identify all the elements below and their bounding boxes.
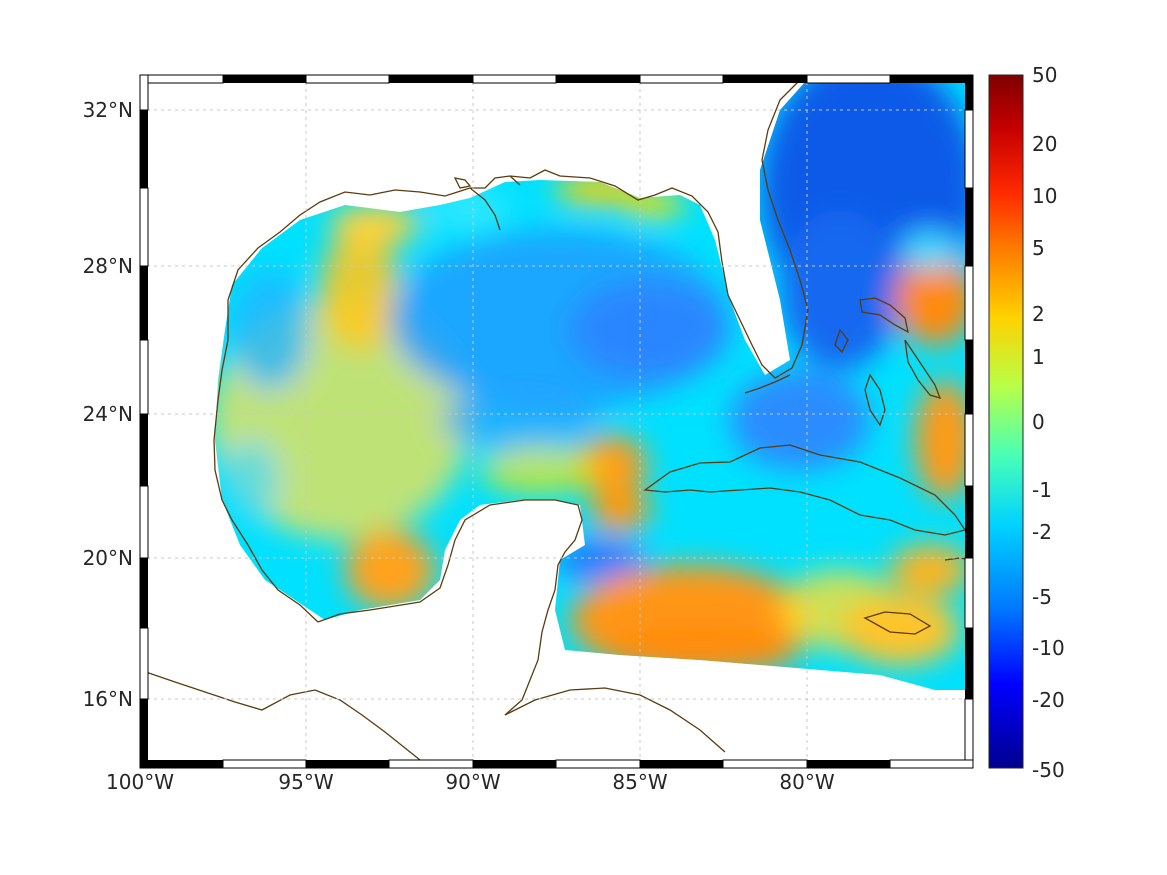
colorbar-tick-label: 1	[1032, 345, 1045, 369]
lat-tick: 24°N	[83, 402, 133, 426]
graticule	[140, 75, 973, 768]
colorbar-tick-label: 50	[1032, 63, 1057, 87]
colorbar-tick-label: 2	[1032, 302, 1045, 326]
yucatan-coastline	[317, 499, 583, 716]
sea-level-field	[215, 82, 965, 690]
lon-tick: 90°W	[445, 770, 500, 794]
cuba-coastline	[643, 444, 967, 536]
lon-tick: 100°W	[106, 770, 174, 794]
lon-tick: 80°W	[779, 770, 834, 794]
lon-tick: 95°W	[278, 770, 333, 794]
colorbar-tick-label: -50	[1032, 758, 1065, 782]
lat-tick-labels: 32°N 28°N 24°N 20°N 16°N	[83, 98, 133, 711]
lat-tick: 20°N	[83, 546, 133, 570]
colorbar-tick-label: -5	[1032, 585, 1052, 609]
colorbar-gradient	[988, 74, 1024, 769]
colorbar-tick-label: -10	[1032, 636, 1065, 660]
lon-tick: 85°W	[612, 770, 667, 794]
colorbar-tick-label: -1	[1032, 478, 1052, 502]
lat-tick: 16°N	[83, 687, 133, 711]
colorbar-tick-label: -2	[1032, 520, 1052, 544]
map-frame	[139, 74, 974, 769]
lon-tick-labels: 100°W 95°W 90°W 85°W 80°W	[106, 770, 835, 794]
colorbar-tick-label: -20	[1032, 688, 1065, 712]
bahamas-coastline	[834, 297, 942, 427]
colorbar-tick-label: 0	[1032, 410, 1045, 434]
colorbar-tick-label: 10	[1032, 184, 1057, 208]
colorbar-tick-label: 5	[1032, 236, 1045, 260]
jamaica-coastline	[863, 611, 932, 635]
lat-tick: 32°N	[83, 98, 133, 122]
coastlines	[139, 76, 971, 769]
lat-tick: 28°N	[83, 254, 133, 278]
central-america-coastline	[139, 669, 431, 769]
colorbar-tick-label: 20	[1032, 132, 1057, 156]
